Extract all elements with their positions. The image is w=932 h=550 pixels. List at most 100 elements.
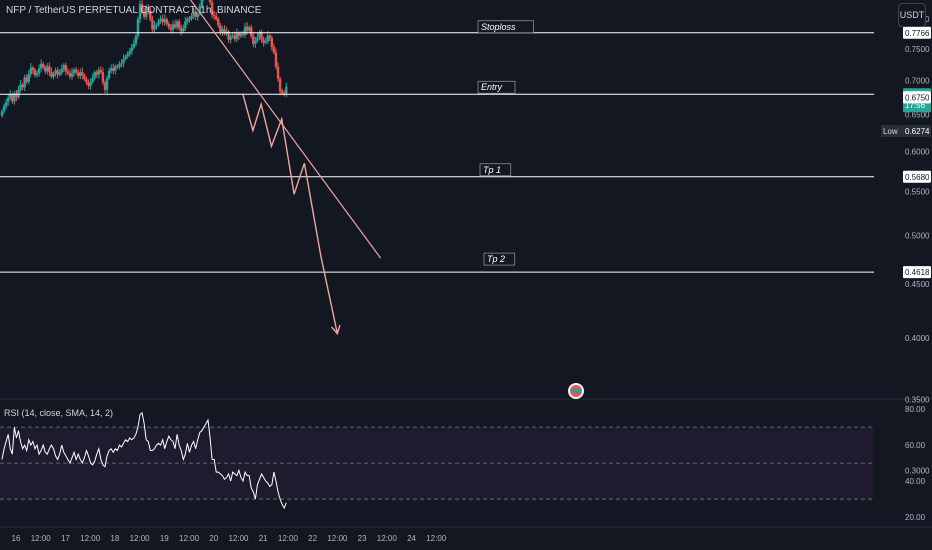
candle-body	[81, 72, 84, 76]
time-tick-label: 12:00	[80, 534, 101, 543]
candle-body	[233, 35, 236, 40]
candle-body	[35, 73, 39, 76]
currency-button[interactable]: USDT	[898, 3, 926, 27]
candle-body	[145, 6, 148, 17]
candle-body	[186, 18, 189, 22]
level-label-box	[479, 163, 512, 177]
candle-body	[250, 27, 253, 37]
candle-body	[97, 70, 101, 75]
candle-body	[280, 91, 284, 94]
time-tick-label: 12:00	[278, 534, 299, 543]
rsi-tick-label: 60.00	[905, 441, 926, 450]
rsi-line	[1, 411, 287, 510]
candle-body	[56, 70, 59, 75]
time-tick-label: 20	[209, 534, 218, 543]
candle-body	[151, 19, 154, 30]
candle-body	[278, 78, 282, 92]
candle-body	[0, 111, 4, 116]
price-label-box	[903, 170, 931, 183]
time-tick-label: 12:00	[179, 534, 200, 543]
price-axis[interactable]: 0.90000.85000.80000.75000.70000.65000.60…	[881, 0, 931, 550]
candle-body	[91, 77, 94, 82]
time-axis[interactable]: 16 12:00 17 12:00 18 12:00 19 12:00 20 12:00 21 12:…	[12, 534, 447, 543]
levels-layer: Stoploss Entry Tp 1 Tp 2	[0, 20, 874, 273]
resistance-trendline	[189, 0, 382, 259]
time-tick-label: 21	[259, 534, 268, 543]
candle-body	[132, 43, 136, 48]
candle-body	[235, 33, 239, 40]
price-label-prefix: Low	[883, 127, 898, 136]
level-label-tp-2: Tp 2	[487, 254, 505, 264]
candle-body	[140, 3, 144, 13]
candle-body	[138, 3, 142, 20]
candle-body	[194, 11, 197, 17]
candle-body	[116, 66, 119, 68]
price-label: 0.4618	[905, 268, 930, 277]
time-tick-label: 12:00	[130, 534, 151, 543]
rsi-layer	[0, 411, 874, 510]
candle-body	[173, 24, 177, 28]
candle-body	[68, 73, 72, 77]
candle-body	[52, 73, 55, 77]
candle-body	[112, 68, 115, 71]
candle-body	[33, 70, 37, 76]
candle-body	[212, 15, 216, 17]
candle-body	[4, 102, 8, 107]
candle-body	[85, 79, 88, 83]
candle-body	[256, 37, 259, 41]
candle-body	[2, 106, 6, 112]
rsi-tick-label: 80.00	[905, 405, 926, 414]
tradingview-logo[interactable]	[568, 383, 584, 399]
candle-body	[260, 31, 263, 40]
candle-body	[243, 26, 247, 35]
price-tick-label: 0.4000	[905, 334, 930, 343]
time-tick-label: 23	[358, 534, 367, 543]
candle-body	[274, 52, 278, 67]
candle-body	[134, 36, 138, 44]
time-tick-label: 17	[61, 534, 70, 543]
symbol-title: NFP / TetherUS PERPETUAL CONTRACT, 1h, B…	[6, 5, 262, 16]
candle-body	[221, 29, 224, 32]
candle-body	[44, 67, 47, 72]
candle-body	[182, 28, 185, 32]
candle-body	[245, 26, 249, 31]
candle-body	[95, 72, 98, 75]
time-tick-label: 12:00	[31, 534, 52, 543]
candle-body	[27, 74, 30, 82]
candle-body	[105, 77, 109, 90]
price-label: 0.5680	[905, 173, 930, 182]
level-label-entry: Entry	[481, 82, 503, 92]
candle-body	[153, 25, 156, 30]
candle-body	[219, 25, 222, 32]
candle-body	[74, 69, 78, 73]
candle-body	[188, 18, 191, 20]
projected-arrowhead	[330, 324, 341, 336]
candle-body	[9, 94, 12, 99]
level-label-box	[477, 80, 516, 94]
candle-body	[70, 72, 74, 77]
candle-body	[180, 27, 183, 32]
price-tick-label: 0.6000	[905, 148, 930, 157]
candle-body	[266, 35, 269, 42]
candle-body	[60, 68, 63, 73]
candle-body	[159, 18, 162, 22]
candle-body	[270, 37, 274, 47]
candle-body	[39, 63, 43, 69]
candle-body	[124, 56, 127, 59]
candle-body	[122, 58, 125, 64]
time-tick-label: 12:00	[228, 534, 249, 543]
candle-body	[229, 36, 232, 40]
candle-body	[114, 66, 117, 71]
candle-body	[130, 47, 133, 52]
candle-body	[169, 27, 173, 30]
price-label-prefix-box	[881, 125, 903, 138]
candle-body	[17, 89, 20, 98]
grid-layer	[0, 398, 932, 528]
candle-body	[184, 21, 187, 29]
candle-body	[155, 24, 158, 26]
candle-body	[77, 72, 80, 77]
price-label-box	[903, 26, 931, 39]
candle-body	[215, 16, 218, 20]
candle-body	[223, 29, 226, 34]
